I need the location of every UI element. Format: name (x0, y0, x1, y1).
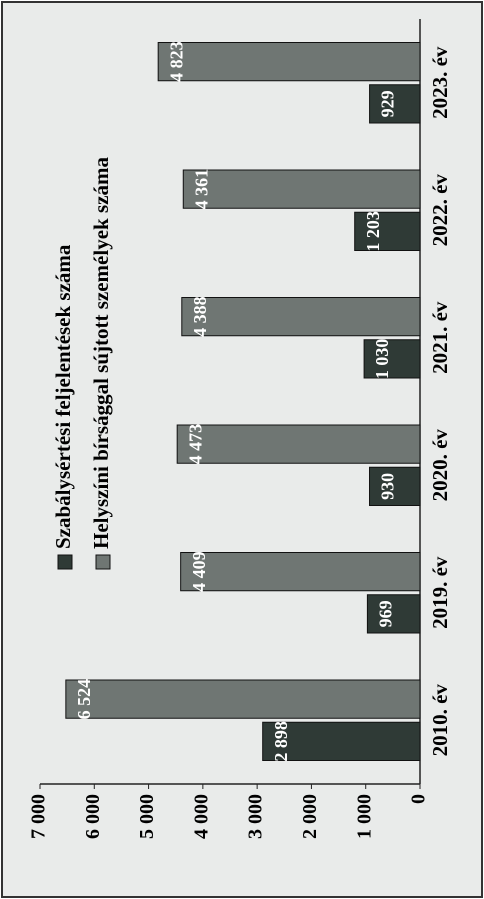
y-tick-label: 0 (408, 794, 430, 804)
value-label: 1 030 (372, 339, 392, 380)
value-label: 4 361 (191, 169, 211, 210)
value-label: 4 473 (185, 424, 205, 465)
x-tick-label: 2010. év (428, 684, 452, 757)
y-tick-label: 4 000 (190, 794, 212, 839)
value-label: 4 409 (189, 551, 209, 592)
x-tick-label: 2023. év (428, 46, 452, 119)
y-tick-label: 6 000 (82, 794, 104, 839)
x-tick-label: 2022. év (428, 174, 452, 247)
bar (369, 84, 421, 124)
y-tick-label: 5 000 (136, 794, 158, 839)
bar (65, 679, 421, 719)
value-label: 929 (378, 90, 398, 117)
value-label: 1 203 (363, 211, 383, 252)
bar (363, 339, 421, 379)
bar (182, 169, 421, 209)
value-label: 4 823 (166, 41, 186, 82)
x-tick-label: 2020. év (428, 429, 452, 502)
bar (366, 594, 421, 634)
bar (157, 42, 421, 82)
value-label: 930 (378, 473, 398, 500)
legend-label: Szabálysértési feljelentések száma (51, 244, 75, 549)
x-tick-label: 2021. év (428, 301, 452, 374)
bar (369, 466, 421, 506)
x-tick-label: 2019. év (428, 556, 452, 629)
chart-body: 0 1 000 2 000 3 000 4 000 5 000 6 000 7 000 Szab… (28, 19, 452, 839)
bar (181, 297, 421, 337)
legend-swatch (95, 554, 111, 570)
legend-label: Helyszíni bírsággal sújtott személyek sz… (89, 157, 113, 549)
y-tick-label: 3 000 (245, 794, 267, 839)
value-label: 4 388 (190, 296, 210, 337)
value-label: 6 524 (74, 679, 94, 720)
y-tick-label: 7 000 (28, 794, 50, 839)
value-label: 2 898 (271, 721, 291, 762)
legend-swatch (57, 554, 73, 570)
bar (262, 721, 421, 761)
y-tick-label: 2 000 (299, 794, 321, 839)
bar (176, 424, 421, 464)
bar (354, 211, 421, 251)
value-label: 969 (376, 600, 396, 627)
bar (180, 552, 421, 592)
y-tick-label: 1 000 (353, 794, 375, 839)
